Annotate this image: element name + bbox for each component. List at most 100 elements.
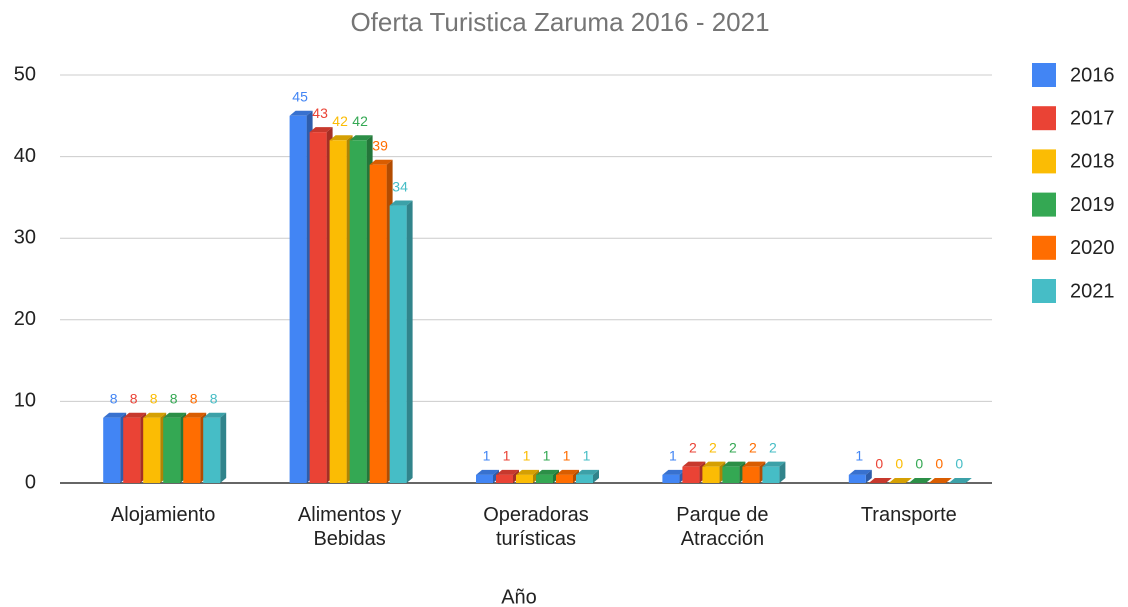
value-label: 1 [543,448,551,464]
value-label: 1 [669,448,677,464]
value-label: 2 [689,439,697,455]
bar-top [163,412,187,418]
bar-side [779,461,786,483]
value-label: 0 [875,456,883,472]
value-label: 8 [110,390,118,406]
bar-top [329,135,353,141]
bar [762,466,780,483]
bar-top [289,110,313,116]
value-label: 1 [483,448,491,464]
bar-top [143,412,167,418]
bar [329,140,347,483]
value-label: 45 [292,89,308,105]
bar-top [888,478,912,483]
value-label: 1 [855,448,863,464]
bar-top [516,469,539,475]
bar-side [865,469,872,483]
value-label: 1 [583,448,591,464]
bar [389,205,407,483]
value-label: 8 [130,390,138,406]
legend-swatch [1032,279,1056,303]
legend-swatch [1032,192,1056,217]
bar-top [848,469,872,475]
bar [536,474,553,483]
value-label: 8 [150,390,158,406]
bar-side [220,412,227,483]
value-label: 2 [709,439,717,455]
value-label: 8 [190,390,198,406]
bar-top [556,469,579,475]
bar [309,132,327,483]
bar [123,417,141,483]
value-label: 2 [749,439,757,455]
bar-top [476,469,499,475]
bar-top [389,200,413,206]
x-tick-label: Transporte [860,504,957,526]
bar-top [762,461,786,467]
value-label: 39 [372,137,388,153]
bar [702,466,720,483]
bar-top [183,412,207,418]
bar [576,474,593,483]
bar [742,466,760,483]
bar-top [908,478,932,483]
value-label: 43 [312,105,328,121]
value-label: 0 [915,456,923,472]
value-label: 42 [352,113,368,129]
bar [496,474,513,483]
x-tick-label: Alojamiento [110,504,216,526]
y-tick-label: 30 [14,226,36,248]
bar-top [682,461,706,467]
bar-side [593,469,599,483]
x-axis-title: Año [501,586,537,607]
value-label: 42 [332,113,348,129]
value-label: 8 [170,390,178,406]
bar [369,164,387,483]
bar-top [123,412,147,418]
bar-top [722,461,746,467]
chart-title: Oferta Turistica Zaruma 2016 - 2021 [350,7,769,37]
legend-swatch [1032,235,1056,260]
legend-swatch [1032,63,1056,87]
bar-top [662,469,686,475]
legend-label: 2016 [1070,64,1115,86]
x-tick-label: Parque de Atracción [676,504,769,550]
bar [163,417,181,483]
bar [349,140,367,483]
bar-top [103,412,127,418]
bar-top [868,478,892,483]
value-label: 2 [769,439,777,455]
value-label: 0 [955,456,963,472]
bar [722,466,740,483]
bar-top [576,469,599,475]
legend-label: 2021 [1070,280,1115,302]
bar-top [702,461,726,467]
bar [516,474,533,483]
bar-top [742,461,766,467]
y-tick-label: 20 [14,308,36,330]
y-tick-label: 40 [14,145,36,167]
bar [103,417,121,483]
value-label: 1 [503,448,511,464]
value-label: 0 [935,456,943,472]
bar-top [369,159,393,165]
value-label: 1 [563,448,571,464]
bar-top [496,469,519,475]
bar-top [203,412,227,418]
bar-top [349,135,373,141]
x-tick-label: Alimentos y Bebidas [297,504,402,550]
legend-label: 2018 [1070,151,1115,173]
legend-swatch [1032,106,1056,131]
bar [556,474,573,483]
bar [682,466,700,483]
bar [848,474,866,483]
value-label: 2 [729,439,737,455]
bar [662,474,680,483]
legend-label: 2019 [1070,194,1115,216]
bar-side [406,200,413,483]
value-label: 34 [392,178,408,194]
bar [476,474,493,483]
bar [203,417,221,483]
